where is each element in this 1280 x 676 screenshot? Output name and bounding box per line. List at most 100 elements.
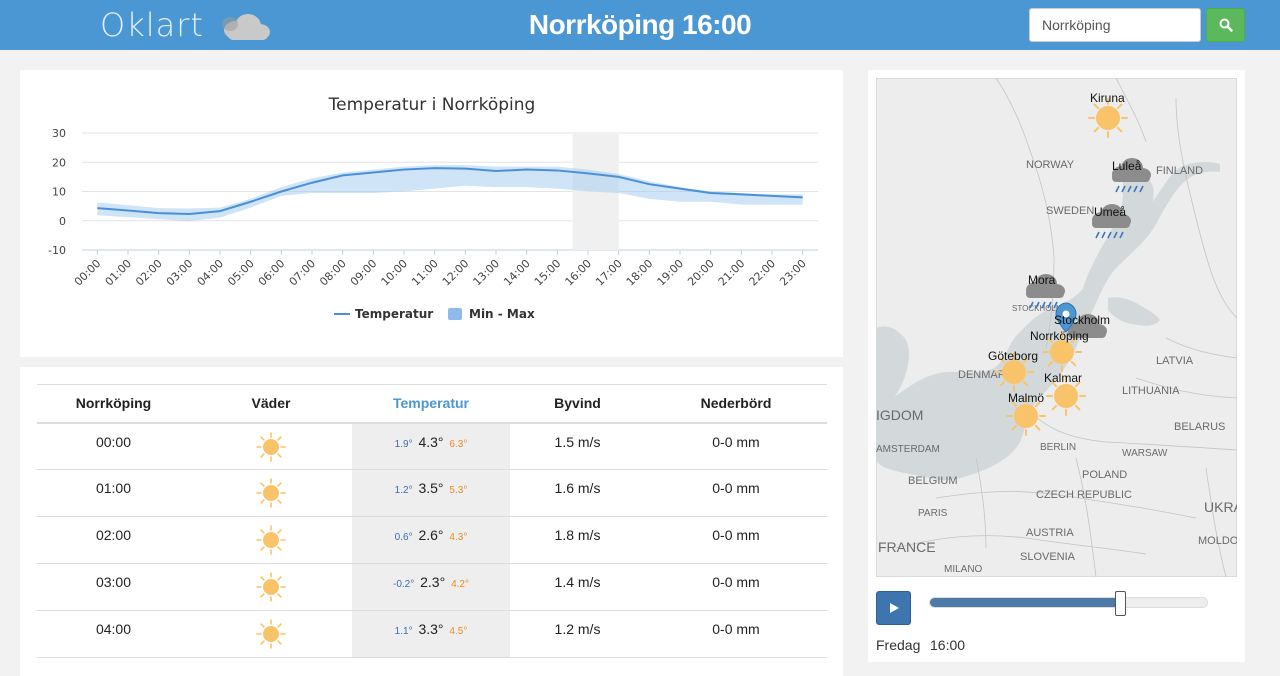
row-weather (190, 516, 352, 564)
map-label-belgium: BELGIUM (908, 475, 958, 487)
x-tick-label: 08:00 (317, 257, 349, 289)
play-icon (889, 603, 899, 613)
row-gust: 1.2 m/s (510, 610, 645, 658)
x-tick-label: 12:00 (440, 257, 472, 289)
map-sun-icon (1042, 332, 1082, 372)
map-label-milano: MILANO (944, 564, 983, 575)
weather-map[interactable]: NORWAY FINLAND SWEDEN LATVIA DENMARK LIT… (876, 78, 1237, 577)
row-precipitation: 0-0 mm (645, 610, 827, 658)
row-precipitation: 0-0 mm (645, 469, 827, 517)
timeline-slider-handle[interactable] (1114, 591, 1126, 616)
sun-icon (256, 572, 286, 602)
row-precipitation: 0-0 mm (645, 563, 827, 611)
map-rain-icon (1112, 158, 1151, 193)
map-label-moldova: MOLDOVA (1198, 535, 1237, 547)
row-time: 03:00 (37, 563, 190, 611)
temperature-chart-panel: Temperatur i Norrköping -10 0 10 20 30 00:00… (20, 70, 843, 357)
map-label-poland: POLAND (1082, 469, 1127, 481)
x-tick-label: 09:00 (348, 257, 380, 289)
map-city-label[interactable]: Stockholm (1054, 313, 1110, 327)
logo-text[interactable]: Oklart (100, 6, 204, 44)
map-borders (895, 78, 1237, 577)
x-tick-label: 03:00 (164, 257, 196, 289)
row-temp-value: 2.3° (420, 574, 446, 590)
row-temperature: 0.6° 2.6° 4.3° (352, 516, 510, 564)
x-tick-label: 05:00 (225, 257, 257, 289)
map-city-label[interactable]: Kalmar (1044, 371, 1082, 385)
table-row: 00:00 1.9° 4.3° 6.3° 1.5 m/s 0-0 mm (37, 422, 827, 470)
location-pin-icon (1055, 302, 1077, 333)
row-temp-max: 4.3° (449, 532, 468, 543)
map-sun-icon (1006, 396, 1046, 436)
row-temp-value: 2.6° (418, 527, 444, 543)
row-gust: 1.8 m/s (510, 516, 645, 564)
map-label-austria: AUSTRIA (1026, 527, 1074, 539)
legend-temperature[interactable]: Temperatur (355, 307, 433, 321)
forecast-table: Norrköping Väder Temperatur Byvind Neder… (37, 384, 827, 658)
row-temp-max: 5.3° (449, 485, 468, 496)
legend-minmax-swatch (448, 308, 462, 320)
map-label-finland: FINLAND (1156, 165, 1203, 177)
x-tick-label: 16:00 (563, 257, 595, 289)
row-time: 02:00 (37, 516, 190, 564)
row-temp-min: -0.2° (393, 579, 415, 590)
y-tick-label: -10 (48, 244, 66, 257)
map-label-czech-republic: CZECH REPUBLIC (1036, 489, 1132, 501)
map-city-label[interactable]: Malmö (1008, 391, 1044, 405)
timeline-slider[interactable] (929, 591, 1208, 616)
map-label-slovenia: SLOVENIA (1020, 551, 1076, 563)
search-button[interactable] (1206, 8, 1245, 42)
x-tick-label: 07:00 (287, 257, 319, 289)
search-input[interactable] (1029, 8, 1201, 42)
chart-title: Temperatur i Norrköping (328, 95, 536, 115)
x-tick-label: 14:00 (501, 257, 533, 289)
row-temp-min: 1.1° (394, 626, 413, 637)
y-tick-label: 0 (59, 215, 66, 228)
sun-icon (256, 619, 286, 649)
map-sun-icon (1046, 376, 1086, 416)
header-gust: Byvind (510, 384, 645, 424)
sun-icon (256, 478, 286, 508)
map-label-sweden: SWEDEN (1046, 205, 1094, 217)
table-row: 02:00 0.6° 2.6° 4.3° 1.8 m/s 0-0 mm (37, 516, 827, 564)
sun-icon (256, 431, 286, 462)
map-city-label[interactable]: Göteborg (988, 349, 1038, 363)
top-navbar: Oklart Norrköping 16:00 (0, 0, 1280, 50)
x-tick-label: 22:00 (747, 257, 779, 289)
map-sea (876, 162, 1220, 481)
map-city-label[interactable]: Mora (1028, 273, 1056, 287)
x-tick-label: 20:00 (685, 257, 717, 289)
map-label-berlin: BERLIN (1040, 442, 1076, 453)
x-tick-label: 10:00 (379, 257, 411, 289)
row-temp-min: 1.2° (394, 485, 413, 496)
map-label-amsterdam: AMSTERDAM (876, 444, 940, 455)
row-temp-max: 4.2° (451, 579, 469, 590)
map-label-france: FRANCE (878, 539, 936, 555)
map-city-label[interactable]: Norrköping (1030, 329, 1089, 343)
y-tick-label: 10 (52, 186, 66, 199)
map-city-label[interactable]: Umeå (1094, 205, 1126, 219)
temperature-line (97, 167, 803, 216)
timeline-time: 16:00 (930, 637, 966, 653)
x-tick-label: 17:00 (593, 257, 625, 289)
legend-min-max[interactable]: Min - Max (469, 307, 535, 321)
map-city-label[interactable]: Luleå (1112, 159, 1142, 173)
row-temp-min: 1.9° (394, 438, 413, 450)
map-label-stockholm-base: STOCKHOLM (1012, 304, 1063, 313)
table-header-row: Norrköping Väder Temperatur Byvind Neder… (37, 384, 827, 424)
row-time: 04:00 (37, 610, 190, 658)
table-row: 03:00 -0.2° 2.3° 4.2° 1.4 m/s 0-0 mm (37, 563, 827, 611)
map-rain-icon (1026, 274, 1065, 309)
play-button[interactable] (876, 591, 911, 625)
row-temp-max: 6.3° (449, 438, 468, 450)
map-label-norway: NORWAY (1026, 159, 1075, 171)
x-tick-label: 11:00 (409, 257, 441, 289)
map-label-paris: PARIS (918, 508, 948, 519)
map-city-label[interactable]: Kiruna (1090, 91, 1125, 105)
x-tick-label: 13:00 (471, 257, 503, 289)
search-icon (1219, 18, 1233, 32)
row-weather (190, 422, 352, 470)
header-temperature[interactable]: Temperatur (352, 384, 510, 424)
x-tick-label: 21:00 (716, 257, 748, 289)
row-temperature: -0.2° 2.3° 4.2° (352, 563, 510, 611)
